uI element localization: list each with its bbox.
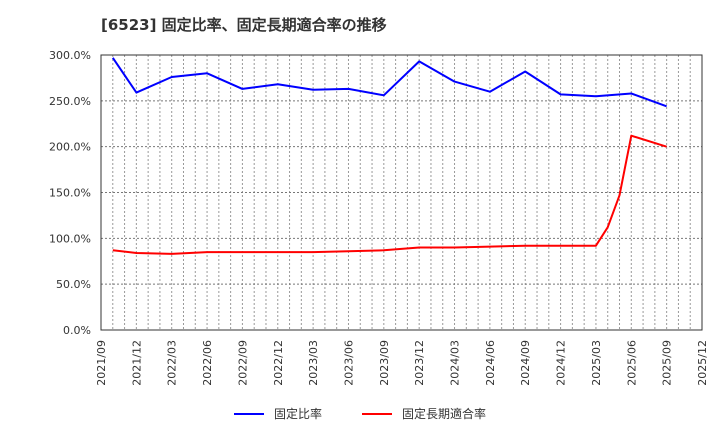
x-tick-label: 2023/12 — [413, 340, 426, 386]
x-tick-label: 2023/09 — [378, 340, 391, 386]
x-tick-label: 2022/03 — [166, 340, 179, 386]
series-line — [112, 134, 667, 255]
x-axis-ticks: 2021/09 2021/12 2022/03 2022/06 2022/09 2022/… — [95, 340, 709, 386]
x-tick-label: 2025/03 — [590, 340, 603, 386]
legend-label: 固定比率 — [273, 407, 322, 421]
x-tick-label: 2022/12 — [272, 340, 285, 386]
x-tick-label: 2024/03 — [449, 340, 462, 386]
y-tick-label: 300.0% — [49, 49, 91, 62]
plot-frame — [100, 54, 703, 331]
y-tick-label: 200.0% — [49, 141, 91, 154]
x-tick-label: 2022/06 — [201, 340, 214, 386]
chart-title: [6523] 固定比率、固定長期適合率の推移 — [101, 16, 387, 34]
y-tick-label: 0.0% — [63, 324, 91, 337]
x-tick-label: 2021/12 — [130, 340, 143, 386]
y-tick-label: 150.0% — [49, 187, 91, 200]
series-line — [111, 57, 667, 108]
legend-item-fixed-long-term-ratio: 固定長期適合率 — [362, 405, 486, 422]
y-tick-label: 100.0% — [49, 232, 91, 245]
y-tick-label: 250.0% — [49, 95, 91, 108]
grid-lines — [101, 55, 702, 330]
data-series — [111, 57, 667, 255]
x-tick-label: 2024/09 — [519, 340, 532, 386]
y-axis-ticks: 0.0% 50.0% 100.0% 150.0% 200.0% 250.0% 300.0% — [49, 49, 91, 337]
legend-label: 固定長期適合率 — [402, 407, 487, 421]
x-tick-label: 2023/03 — [307, 340, 320, 386]
x-tick-label: 2022/09 — [236, 340, 249, 386]
x-tick-label: 2021/09 — [95, 340, 108, 386]
legend-swatch-blue — [233, 412, 264, 415]
x-tick-label: 2025/09 — [661, 340, 674, 386]
x-tick-label: 2023/06 — [342, 340, 355, 386]
legend-swatch-red — [362, 412, 392, 415]
y-tick-label: 50.0% — [56, 278, 91, 291]
x-tick-label: 2025/06 — [625, 340, 638, 386]
x-tick-label: 2024/06 — [484, 340, 497, 386]
x-tick-label: 2024/12 — [555, 340, 568, 386]
legend-item-fixed-ratio: 固定比率 — [233, 405, 322, 422]
legend: 固定比率 固定長期適合率 — [0, 405, 720, 422]
x-tick-label: 2025/12 — [696, 340, 709, 386]
